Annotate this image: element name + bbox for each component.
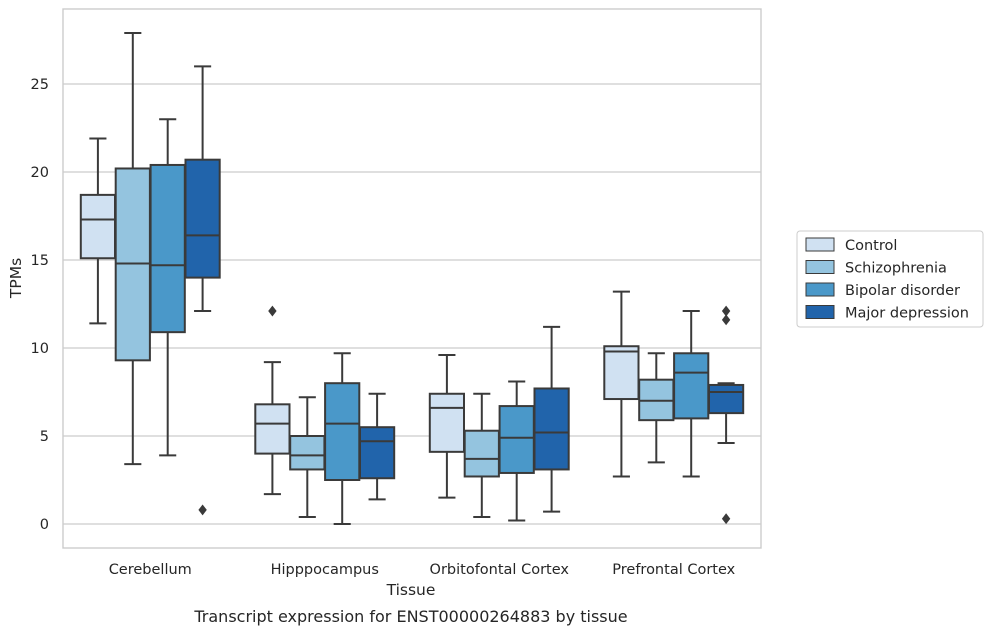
legend-swatch <box>805 305 835 319</box>
x-tick-label: Cerebellum <box>109 562 192 578</box>
outlier-point <box>198 504 207 516</box>
y-tick-label: 5 <box>40 429 49 445</box>
plot-frame <box>62 8 762 549</box>
box-iqr <box>533 387 570 471</box>
y-axis-label: TPMs <box>7 258 25 299</box>
box-iqr <box>149 163 186 334</box>
legend-frame <box>796 230 984 328</box>
x-tick-label: Orbitofontal Cortex <box>430 562 570 578</box>
box-iqr <box>289 435 326 471</box>
legend-label: Bipolar disorder <box>845 283 960 299</box>
box-schizophrenia <box>289 396 326 518</box>
box-iqr <box>603 345 640 401</box>
y-tick-label: 0 <box>40 517 49 533</box>
box-bipolar-disorder <box>498 380 535 522</box>
box-major-depression <box>358 392 396 501</box>
legend-label: Control <box>845 238 897 254</box>
x-axis-label: Tissue <box>386 581 436 599</box>
outlier-point <box>721 513 731 525</box>
x-tick-label: Prefrontal Cortex <box>612 562 735 578</box>
legend-label: Major depression <box>845 306 969 322</box>
y-tick-label: 25 <box>31 77 49 93</box>
box-schizophrenia <box>638 352 675 464</box>
box-bipolar-disorder <box>324 352 361 525</box>
x-tick-label: Hipppocampus <box>271 562 379 578</box>
box-iqr <box>463 429 500 478</box>
box-iqr <box>324 382 361 482</box>
box-major-depression <box>533 325 570 513</box>
legend-label: Schizophrenia <box>845 261 947 277</box>
box-iqr <box>254 403 291 455</box>
legend-swatch <box>805 260 835 274</box>
y-tick-label: 15 <box>31 253 49 269</box>
outlier-point <box>721 314 731 326</box>
y-axis-ticks: 0 5 10 15 20 25 <box>31 77 49 533</box>
box-control <box>603 290 640 478</box>
box-bipolar-disorder <box>673 310 710 478</box>
legend-swatch <box>805 282 835 297</box>
outlier-point <box>721 305 731 317</box>
x-axis-ticks: Cerebellum Hipppocampus Orbitofontal Corte… <box>109 562 736 578</box>
y-tick-label: 20 <box>31 165 49 181</box>
box-iqr <box>498 405 535 474</box>
y-tick-label: 10 <box>31 341 49 357</box>
box-iqr <box>428 392 466 453</box>
box-plot-marks <box>79 31 745 525</box>
box-iqr <box>707 383 745 415</box>
box-iqr <box>79 193 117 260</box>
outlier-point <box>268 305 277 317</box>
box-bipolar-disorder <box>149 118 186 457</box>
box-iqr <box>358 426 396 480</box>
chart-caption: Transcript expression for ENST0000026488… <box>193 607 627 626</box>
legend-swatch <box>805 237 835 252</box>
box-major-depression <box>184 65 221 516</box>
box-schizophrenia <box>114 31 151 466</box>
box-iqr <box>184 158 221 279</box>
box-control <box>428 354 466 499</box>
legend: Control Schizophrenia Bipolar disorder Majo… <box>796 230 984 328</box>
box-control <box>254 305 291 496</box>
box-major-depression <box>707 305 745 525</box>
box-schizophrenia <box>463 392 500 518</box>
box-iqr <box>673 352 710 420</box>
box-control <box>79 137 117 325</box>
